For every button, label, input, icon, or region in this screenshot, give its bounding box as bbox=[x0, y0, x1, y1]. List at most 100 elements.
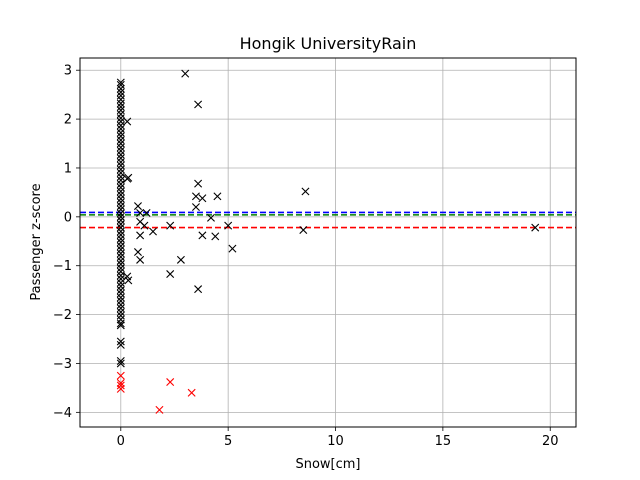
data-point bbox=[116, 216, 125, 225]
data-point bbox=[133, 248, 142, 257]
data-point bbox=[213, 192, 222, 201]
data-point bbox=[198, 194, 207, 203]
y-tick-label: −1 bbox=[53, 259, 72, 274]
data-point bbox=[299, 226, 308, 235]
data-point bbox=[116, 78, 125, 87]
data-point bbox=[116, 321, 125, 330]
data-point bbox=[136, 231, 145, 240]
data-point bbox=[116, 190, 125, 199]
data-point bbox=[116, 340, 125, 349]
data-point bbox=[149, 227, 157, 236]
data-point bbox=[116, 379, 125, 388]
data-point bbox=[116, 308, 125, 317]
data-point bbox=[116, 212, 125, 221]
data-point bbox=[531, 223, 540, 232]
data-point bbox=[140, 221, 149, 230]
data-point bbox=[116, 172, 125, 181]
data-point bbox=[116, 304, 125, 313]
data-point bbox=[116, 84, 125, 93]
data-point bbox=[116, 117, 125, 126]
data-point bbox=[116, 95, 125, 104]
data-point bbox=[116, 128, 125, 137]
data-point bbox=[116, 311, 125, 320]
data-point bbox=[116, 249, 125, 258]
data-point bbox=[187, 388, 196, 397]
x-axis-label: Snow[cm] bbox=[295, 457, 360, 472]
data-point bbox=[116, 132, 125, 141]
y-tick-label: −3 bbox=[53, 357, 72, 372]
data-point bbox=[116, 180, 125, 189]
data-point bbox=[116, 256, 125, 265]
data-point bbox=[116, 91, 125, 100]
data-point bbox=[116, 238, 125, 247]
data-point bbox=[116, 286, 125, 295]
data-point bbox=[116, 252, 125, 261]
data-point bbox=[116, 384, 125, 393]
data-point bbox=[136, 255, 145, 264]
data-point bbox=[142, 208, 151, 217]
y-tick-label: 0 bbox=[64, 210, 72, 225]
data-point bbox=[116, 102, 125, 111]
data-point bbox=[116, 121, 125, 130]
data-point bbox=[116, 106, 125, 115]
data-point bbox=[116, 136, 125, 145]
y-tick-label: 2 bbox=[64, 113, 72, 128]
x-tick-label: 5 bbox=[224, 434, 232, 449]
data-point bbox=[116, 161, 125, 170]
data-point bbox=[166, 378, 175, 387]
data-point bbox=[116, 150, 125, 159]
data-points bbox=[116, 69, 540, 414]
data-point bbox=[133, 202, 142, 211]
y-tick-label: −4 bbox=[53, 406, 72, 421]
data-point bbox=[116, 242, 125, 251]
data-point bbox=[116, 165, 125, 174]
data-point bbox=[116, 154, 125, 163]
data-point bbox=[116, 99, 125, 108]
data-point bbox=[116, 357, 125, 366]
data-point bbox=[116, 300, 125, 309]
x-axis-ticks: 0 5 10 15 20 bbox=[117, 427, 559, 449]
data-point bbox=[116, 139, 125, 148]
data-point bbox=[224, 221, 233, 230]
data-point bbox=[228, 244, 237, 253]
data-point bbox=[116, 223, 125, 232]
x-tick-label: 15 bbox=[435, 434, 452, 449]
data-point bbox=[176, 255, 185, 264]
data-point bbox=[116, 158, 125, 167]
data-point bbox=[166, 270, 175, 279]
data-point bbox=[116, 114, 125, 123]
data-point bbox=[116, 381, 125, 390]
y-tick-label: 3 bbox=[64, 64, 72, 79]
x-tick-label: 20 bbox=[542, 434, 559, 449]
data-point bbox=[123, 117, 132, 126]
data-point bbox=[116, 278, 125, 287]
data-point bbox=[155, 405, 164, 414]
data-point bbox=[191, 192, 200, 201]
y-tick-label: −2 bbox=[53, 308, 72, 323]
data-point bbox=[116, 319, 125, 328]
data-point bbox=[116, 209, 125, 218]
data-point bbox=[116, 296, 125, 305]
data-point bbox=[116, 227, 125, 236]
data-point bbox=[116, 271, 125, 280]
data-point bbox=[301, 187, 310, 196]
data-point bbox=[116, 146, 125, 155]
data-point bbox=[116, 194, 125, 203]
data-point bbox=[123, 174, 132, 183]
data-point bbox=[116, 289, 125, 298]
data-point bbox=[116, 274, 125, 283]
data-point bbox=[198, 231, 207, 240]
data-point bbox=[116, 183, 125, 192]
data-point bbox=[124, 276, 133, 285]
data-point bbox=[116, 315, 125, 324]
data-point bbox=[166, 221, 175, 230]
data-point bbox=[116, 80, 125, 89]
data-point bbox=[116, 187, 125, 196]
data-point bbox=[194, 179, 203, 188]
data-point bbox=[116, 245, 125, 254]
data-point bbox=[206, 213, 215, 222]
data-point bbox=[116, 359, 125, 368]
y-axis-ticks: −4 −3 −2 −1 0 1 2 3 bbox=[53, 64, 80, 421]
